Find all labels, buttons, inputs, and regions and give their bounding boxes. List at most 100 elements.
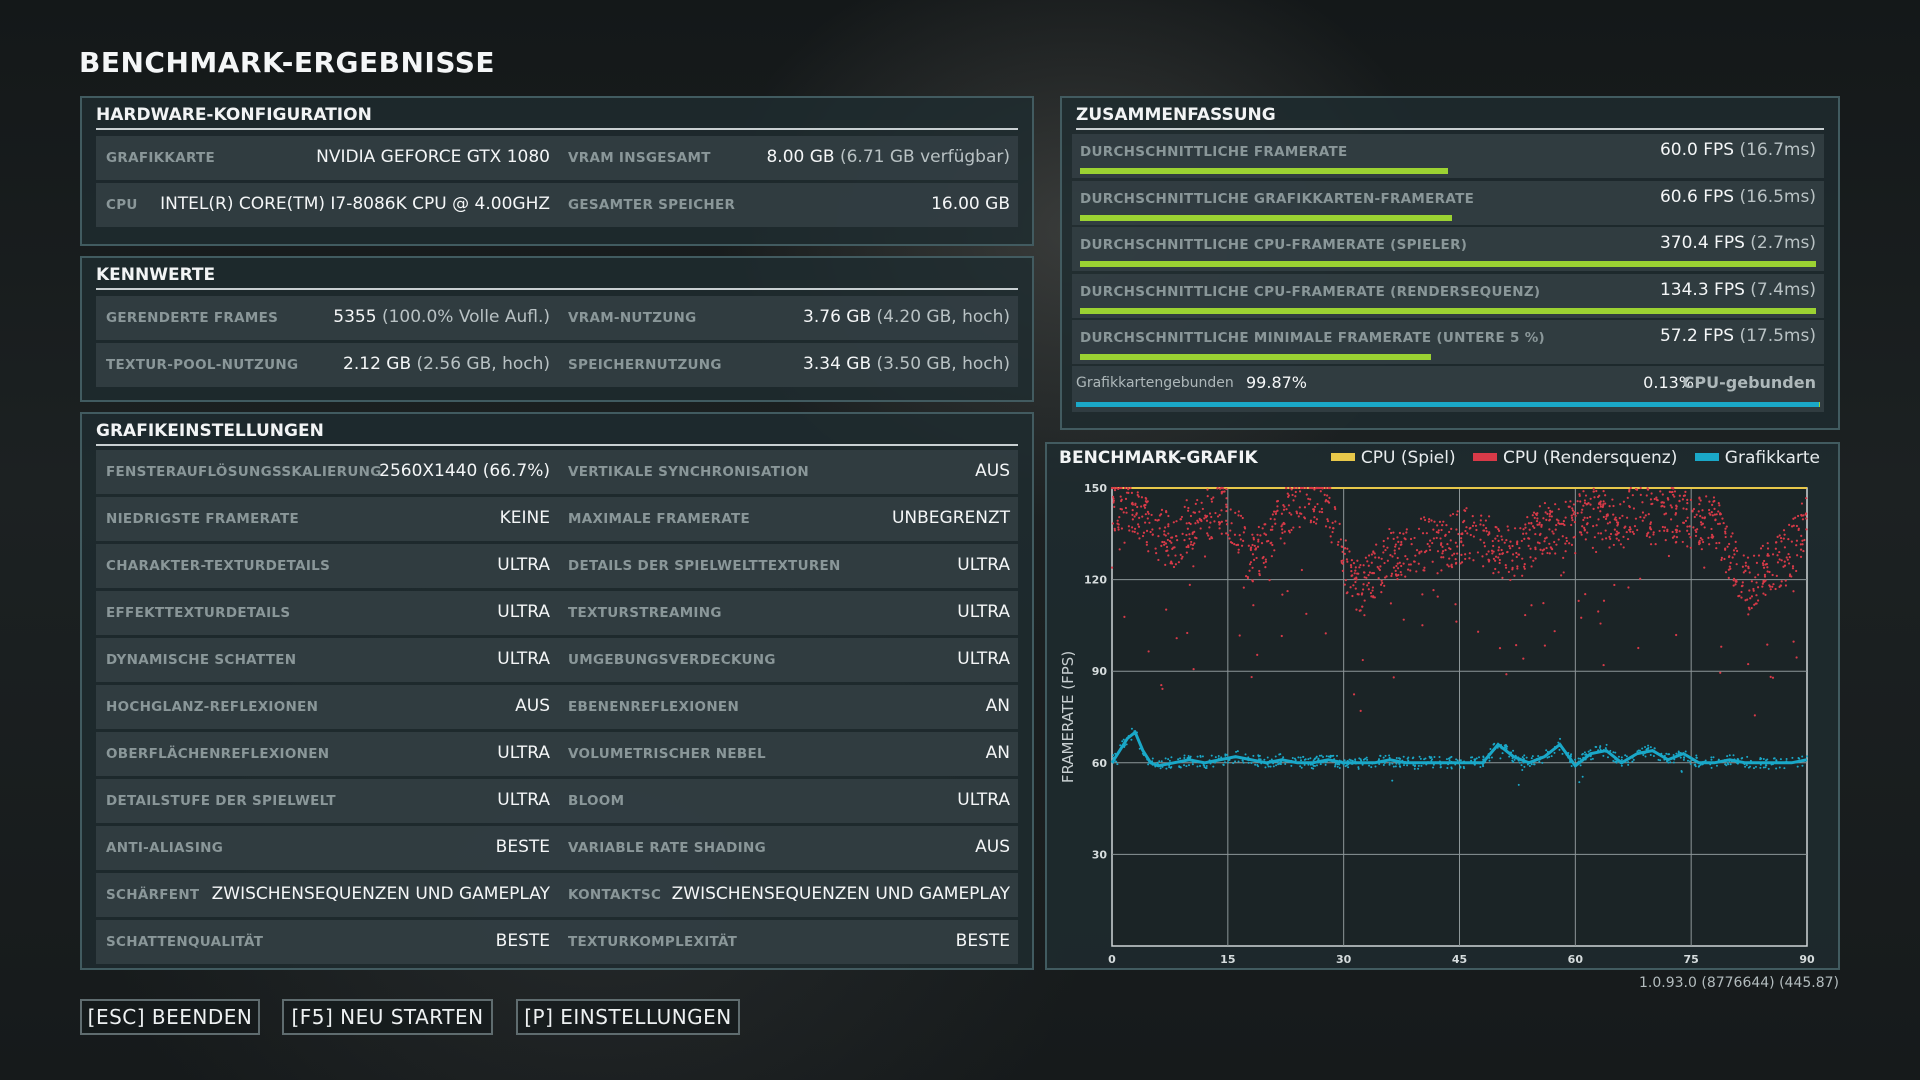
cpu-render-point bbox=[1586, 516, 1589, 520]
cpu-render-point bbox=[1578, 494, 1581, 497]
cpu-render-point bbox=[1239, 538, 1242, 541]
graphics-setting-label: BLOOM bbox=[568, 793, 625, 809]
gpu-point bbox=[1712, 756, 1715, 759]
restart-button[interactable]: [F5] NEU STARTEN bbox=[282, 999, 493, 1035]
gpu-point bbox=[1242, 761, 1245, 764]
gpu-point bbox=[1710, 758, 1713, 761]
cpu-render-point bbox=[1504, 566, 1508, 569]
gpu-point bbox=[1602, 748, 1605, 751]
cpu-render-point bbox=[1396, 556, 1399, 560]
cpu-render-point bbox=[1362, 588, 1365, 591]
cpu-render-point bbox=[1766, 542, 1769, 545]
cpu-render-point bbox=[1710, 533, 1714, 537]
cpu-render-point bbox=[1308, 486, 1311, 490]
gpu-point bbox=[1347, 760, 1350, 763]
summary-value-fps: 134.3 FPS bbox=[1659, 279, 1745, 300]
cpu-render-point bbox=[1247, 544, 1250, 547]
gpu-point bbox=[1138, 747, 1141, 750]
settings-button[interactable]: [P] EINSTELLUNGEN bbox=[516, 999, 740, 1035]
cpu-render-point bbox=[1628, 490, 1631, 493]
gpu-point bbox=[1581, 775, 1584, 778]
summary-value-fps: 60.0 FPS bbox=[1659, 140, 1735, 160]
gpu-point bbox=[1395, 756, 1398, 759]
gpu-point bbox=[1450, 767, 1453, 770]
framerate-chart: 0153045607590306090120150ZEIT (SEK)FRAME… bbox=[1059, 482, 1815, 966]
summary-label: DURCHSCHNITTLICHE CPU-FRAMERATE (SPIELER… bbox=[1080, 237, 1468, 253]
cpu-render-point bbox=[1675, 528, 1678, 532]
gpu-point bbox=[1123, 742, 1126, 745]
gpu-point bbox=[1644, 755, 1647, 758]
gpu-point bbox=[1214, 756, 1217, 759]
hardware-cell: GRAFIKKARTE NVIDIA GEFORCE GTX 1080 bbox=[96, 136, 558, 180]
quit-button[interactable]: [ESC] BEENDEN bbox=[80, 999, 260, 1035]
cpu-render-point bbox=[1164, 534, 1167, 537]
cpu-render-point bbox=[1187, 509, 1190, 512]
cpu-render-point bbox=[1494, 567, 1497, 571]
cpu-render-point bbox=[1309, 521, 1312, 524]
cpu-render-point bbox=[1673, 495, 1676, 498]
cpu-render-point bbox=[1650, 502, 1653, 506]
hardware-label: GESAMTER SPEICHER bbox=[568, 197, 736, 213]
cpu-render-point bbox=[1529, 556, 1532, 559]
cpu-render-point bbox=[1612, 513, 1615, 516]
gpu-point bbox=[1131, 733, 1134, 736]
gpu-point bbox=[1254, 763, 1257, 766]
cpu-render-point bbox=[1213, 520, 1216, 523]
cpu-render-point bbox=[1609, 537, 1612, 541]
cpu-render-point bbox=[1675, 505, 1678, 508]
cpu-render-point bbox=[1747, 567, 1750, 570]
cpu-render-point bbox=[1293, 486, 1296, 490]
cpu-render-point bbox=[1728, 565, 1731, 568]
cpu-render-point bbox=[1509, 578, 1512, 582]
cpu-render-point bbox=[1255, 556, 1258, 560]
hardware-value-main: NVIDIA GEFORCE GTX 1080 bbox=[316, 147, 550, 167]
cpu-render-point bbox=[1444, 548, 1447, 552]
cpu-render-point bbox=[1315, 518, 1319, 521]
cpu-render-point bbox=[1447, 565, 1450, 568]
cpu-render-point bbox=[1643, 516, 1646, 519]
summary-panel-title: ZUSAMMENFASSUNG bbox=[1076, 102, 1824, 130]
cpu-render-point bbox=[1268, 579, 1271, 582]
graphics-setting-row: DETAILSTUFE DER SPIELWELT ULTRA BLOOM ULTRA bbox=[96, 779, 1018, 823]
cpu-render-point bbox=[1734, 540, 1737, 543]
cpu-render-point bbox=[1615, 530, 1619, 533]
cpu-render-point bbox=[1326, 518, 1329, 521]
graphics-setting-value-main: BESTE bbox=[495, 931, 550, 951]
cpu-render-point bbox=[1666, 529, 1669, 533]
graphics-setting-value-main: ULTRA bbox=[497, 790, 550, 810]
summary-bar-fill bbox=[1080, 354, 1432, 360]
cpu-render-point bbox=[1113, 489, 1117, 492]
gpu-point bbox=[1701, 763, 1704, 766]
y-tick-label: 60 bbox=[1092, 757, 1108, 770]
cpu-render-point bbox=[1194, 522, 1197, 525]
cpu-render-point bbox=[1511, 568, 1514, 571]
cpu-render-point bbox=[1562, 571, 1565, 574]
cpu-render-point bbox=[1462, 544, 1465, 547]
cpu-render-point bbox=[1392, 676, 1395, 679]
gpu-point bbox=[1567, 752, 1570, 755]
graphics-setting-cell: OBERFLÄCHENREFLEXIONEN ULTRA bbox=[96, 732, 558, 776]
gpu-point bbox=[1531, 760, 1534, 763]
gpu-point bbox=[1731, 760, 1734, 763]
gpu-point bbox=[1401, 759, 1404, 762]
gpu-point bbox=[1729, 763, 1732, 766]
cpu-render-point bbox=[1597, 610, 1600, 613]
gpu-point bbox=[1697, 765, 1700, 768]
cpu-render-point bbox=[1402, 562, 1405, 565]
cpu-render-point bbox=[1534, 546, 1537, 549]
cpu-render-point bbox=[1602, 500, 1605, 503]
cpu-render-point bbox=[1449, 547, 1452, 551]
gpu-point bbox=[1709, 763, 1712, 766]
kennwerte-value-main: 3.76 GB bbox=[803, 307, 872, 327]
gpu-point bbox=[1545, 749, 1548, 752]
cpu-render-point bbox=[1521, 574, 1524, 577]
cpu-render-point bbox=[1740, 590, 1743, 594]
cpu-render-point bbox=[1164, 526, 1167, 529]
cpu-render-point bbox=[1370, 595, 1373, 598]
cpu-render-point bbox=[1728, 542, 1731, 546]
gpu-point bbox=[1520, 764, 1523, 767]
summary-bar-track bbox=[1080, 307, 1816, 314]
cpu-render-point bbox=[1708, 508, 1711, 512]
cpu-render-point bbox=[1422, 569, 1425, 572]
gpu-point bbox=[1329, 756, 1332, 759]
